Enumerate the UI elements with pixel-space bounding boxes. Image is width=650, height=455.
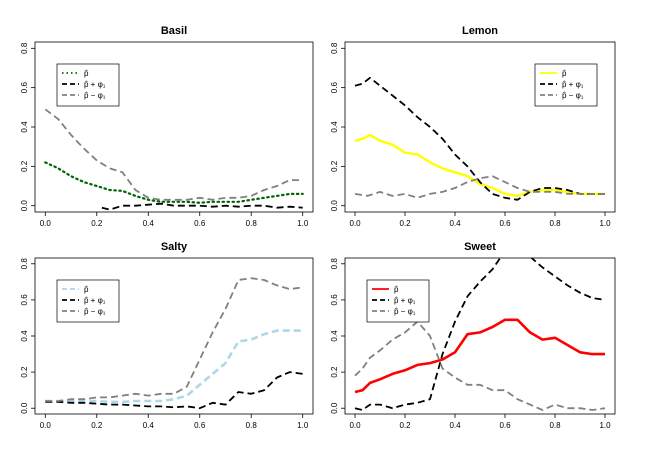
x-tick-label: 0.8 bbox=[246, 219, 258, 228]
x-tick-label: 0.8 bbox=[549, 421, 561, 430]
x-tick-label: 0.0 bbox=[349, 421, 361, 430]
panel-lemon: Lemon 0.0 0.2 0.4 0.6 0.8 1.0 0.0 0.2 0.4 0.6 0.8 p̂… bbox=[330, 25, 616, 228]
series-group bbox=[354, 76, 605, 201]
x-tick-label: 0.2 bbox=[399, 421, 411, 430]
series-line-1 bbox=[45, 329, 303, 404]
series-line-2 bbox=[45, 371, 303, 410]
x-tick-label: 0.2 bbox=[91, 421, 103, 430]
legend: p̂ p̂ + φ₁ p̂ − φ₁ bbox=[534, 63, 598, 107]
y-tick-label: 0.8 bbox=[330, 42, 339, 54]
panel-salty: Salty 0.0 0.2 0.4 0.6 0.8 1.0 0.0 0.2 0.4 0.6 0.8 p̂… bbox=[20, 241, 314, 430]
series-line-3 bbox=[44, 108, 303, 201]
series-line-3 bbox=[354, 175, 605, 199]
x-tick-label: 0.6 bbox=[499, 421, 511, 430]
series-line-2 bbox=[354, 76, 605, 201]
legend-box bbox=[534, 63, 598, 107]
panel-sweet: Sweet 0.0 0.2 0.4 0.6 0.8 1.0 0.0 0.2 0.4 0.6 0.8 p̂… bbox=[330, 241, 616, 430]
x-tick-label: 1.0 bbox=[297, 421, 309, 430]
y-tick-label: 0.4 bbox=[330, 330, 339, 342]
series-line-1 bbox=[354, 133, 605, 198]
y-tick-label: 0.6 bbox=[330, 82, 339, 94]
x-tick-label: 0.6 bbox=[194, 421, 206, 430]
panel-title: Basil bbox=[161, 25, 187, 37]
legend: p̂ p̂ + φ₁ p̂ − φ₁ bbox=[366, 279, 430, 323]
y-tick-label: 0.0 bbox=[330, 402, 339, 414]
series-line-1 bbox=[44, 161, 304, 204]
x-tick-label: 0.8 bbox=[246, 421, 258, 430]
x-tick-label: 0.0 bbox=[349, 219, 361, 228]
panel-title: Salty bbox=[161, 241, 188, 253]
legend-label: p̂ − φ₁ bbox=[84, 91, 106, 100]
x-tick-label: 1.0 bbox=[599, 421, 611, 430]
legend-label: p̂ − φ₁ bbox=[84, 307, 106, 316]
legend-label: p̂ bbox=[84, 69, 89, 78]
y-tick-label: 0.0 bbox=[20, 200, 29, 212]
legend-box bbox=[366, 279, 430, 323]
panel-title: Sweet bbox=[464, 241, 496, 253]
legend-label: p̂ + φ₁ bbox=[394, 296, 416, 305]
x-tick-label: 0.0 bbox=[40, 421, 52, 430]
series-group bbox=[354, 258, 606, 411]
legend-label: p̂ bbox=[562, 69, 567, 78]
y-tick-label: 0.8 bbox=[330, 258, 339, 270]
x-tick-label: 0.6 bbox=[194, 219, 206, 228]
series-line-1 bbox=[354, 318, 605, 394]
y-tick-label: 0.4 bbox=[330, 121, 339, 133]
x-tick-label: 0.2 bbox=[91, 219, 103, 228]
y-tick-label: 0.6 bbox=[20, 82, 29, 94]
x-tick-label: 0.8 bbox=[549, 219, 561, 228]
legend: p̂ p̂ + φ₁ p̂ − φ₁ bbox=[56, 63, 120, 107]
y-tick-label: 0.4 bbox=[20, 330, 29, 342]
y-tick-label: 0.4 bbox=[20, 121, 29, 133]
series-group bbox=[44, 108, 304, 211]
legend-label: p̂ + φ₁ bbox=[84, 296, 106, 305]
y-tick-label: 0.6 bbox=[20, 294, 29, 306]
x-tick-label: 0.4 bbox=[143, 421, 155, 430]
x-tick-label: 1.0 bbox=[599, 219, 611, 228]
x-tick-label: 0.6 bbox=[499, 219, 511, 228]
y-tick-label: 0.2 bbox=[330, 366, 339, 378]
y-tick-label: 0.6 bbox=[330, 294, 339, 306]
x-tick-label: 0.4 bbox=[449, 421, 461, 430]
legend-label: p̂ − φ₁ bbox=[562, 91, 584, 100]
x-tick-label: 1.0 bbox=[297, 219, 309, 228]
series-line-2 bbox=[101, 202, 303, 211]
x-tick-label: 0.4 bbox=[143, 219, 155, 228]
panel-title: Lemon bbox=[462, 25, 498, 37]
legend-label: p̂ + φ₁ bbox=[84, 80, 106, 89]
legend-label: p̂ − φ₁ bbox=[394, 307, 416, 316]
legend-label: p̂ + φ₁ bbox=[562, 80, 584, 89]
x-tick-label: 0.4 bbox=[449, 219, 461, 228]
series-line-3 bbox=[354, 320, 606, 411]
series-line-2 bbox=[354, 258, 606, 411]
y-tick-label: 0.0 bbox=[20, 402, 29, 414]
series-group bbox=[45, 277, 303, 410]
y-tick-label: 0.8 bbox=[20, 42, 29, 54]
y-tick-label: 0.2 bbox=[20, 160, 29, 172]
y-tick-label: 0.2 bbox=[20, 366, 29, 378]
legend-label: p̂ bbox=[394, 285, 399, 294]
x-tick-label: 0.2 bbox=[399, 219, 411, 228]
legend-label: p̂ bbox=[84, 285, 89, 294]
legend: p̂ p̂ + φ₁ p̂ − φ₁ bbox=[56, 279, 120, 323]
panel-basil: Basil 0.0 0.2 0.4 0.6 0.8 1.0 0.0 0.2 0.4 0.6 0.8 p̂… bbox=[20, 25, 314, 228]
legend-box bbox=[56, 63, 120, 107]
y-tick-label: 0.0 bbox=[330, 200, 339, 212]
y-tick-label: 0.8 bbox=[20, 258, 29, 270]
y-tick-label: 0.2 bbox=[330, 160, 339, 172]
x-tick-label: 0.0 bbox=[40, 219, 52, 228]
legend-box bbox=[56, 279, 120, 323]
